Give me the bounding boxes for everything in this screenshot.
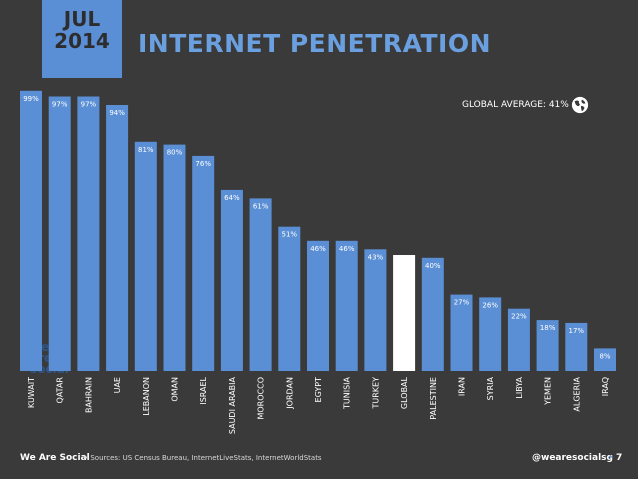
bar-syria	[479, 297, 502, 371]
bar-yemen	[536, 320, 559, 371]
category-label: SYRIA	[486, 376, 495, 400]
category-label: ALGERIA	[572, 376, 581, 411]
category-label: OMAN	[171, 377, 180, 402]
globe-icon	[571, 96, 589, 114]
value-label: 51%	[282, 231, 298, 239]
footer-separator: •	[608, 453, 614, 463]
category-label: TURKEY	[371, 377, 380, 410]
value-label: 61%	[253, 202, 269, 210]
category-label: YEMEN	[544, 377, 553, 406]
value-label: 80%	[167, 149, 183, 157]
value-label: 97%	[52, 101, 68, 109]
bar-libya	[507, 308, 530, 371]
category-label: LIBYA	[515, 376, 524, 398]
value-label: 17%	[569, 327, 585, 335]
category-label: QATAR	[56, 377, 65, 404]
global-average-note: GLOBAL AVERAGE: 41%	[462, 100, 569, 110]
bar-egypt	[307, 240, 329, 371]
bar-tunisia	[335, 240, 358, 371]
value-label: 43%	[368, 253, 384, 261]
value-label: 99%	[23, 95, 39, 103]
bar-morocco	[249, 198, 272, 371]
date-badge: JUL 2014	[42, 0, 122, 78]
bar-algeria	[565, 322, 588, 371]
category-label: BAHRAIN	[84, 377, 93, 413]
bar-jordan	[278, 226, 301, 371]
category-label: MOROCCO	[257, 377, 266, 420]
page-number: 7	[616, 453, 623, 463]
value-label: 41%	[396, 259, 412, 267]
value-label: 76%	[195, 160, 211, 168]
value-label: 64%	[224, 194, 240, 202]
date-month: JUL	[63, 7, 101, 31]
bar-israel	[192, 155, 215, 371]
value-label: 46%	[310, 245, 326, 253]
bar-oman	[163, 144, 186, 371]
value-label: 8%	[599, 352, 610, 360]
bar-bahrain	[77, 96, 100, 371]
category-label: UAE	[113, 377, 122, 393]
bar-palestine	[421, 257, 444, 371]
bar-lebanon	[134, 141, 157, 371]
footer-handle[interactable]: @wearesocialsg	[532, 453, 613, 463]
bar-saudi-arabia	[220, 189, 243, 371]
category-label: TUNISIA	[343, 376, 352, 410]
bar-kuwait	[20, 90, 42, 372]
footer-brand: We Are Social	[20, 453, 90, 463]
value-label: 27%	[454, 299, 470, 307]
category-label: IRAQ	[601, 377, 610, 396]
category-label: SAUDI ARABIA	[228, 376, 237, 434]
bar-global	[393, 255, 416, 371]
value-label: 18%	[540, 324, 556, 332]
value-label: 97%	[81, 101, 97, 109]
footer: We Are Social • Sources: US Census Burea…	[0, 447, 638, 469]
category-label: LEBANON	[142, 377, 151, 416]
category-label: IRAN	[458, 377, 467, 396]
category-label: KUWAIT	[27, 377, 36, 408]
value-label: 40%	[425, 262, 441, 270]
bar-uae	[106, 105, 129, 371]
category-label: EGYPT	[314, 377, 323, 403]
bar-iraq	[594, 348, 616, 371]
category-label: ISRAEL	[199, 376, 208, 404]
footer-sources: • Sources: US Census Bureau, InternetLiv…	[84, 454, 322, 462]
value-label: 94%	[109, 109, 125, 117]
category-label: PALESTINE	[429, 377, 438, 420]
value-label: 22%	[511, 313, 527, 321]
value-label: 46%	[339, 245, 355, 253]
bar-qatar	[48, 96, 71, 371]
value-label: 81%	[138, 146, 154, 154]
page-title: INTERNET PENETRATION	[138, 29, 492, 58]
bar-turkey	[364, 249, 387, 371]
category-label: JORDAN	[285, 377, 294, 410]
category-label: GLOBAL	[400, 376, 409, 409]
value-label: 26%	[482, 301, 498, 309]
bar-iran	[450, 294, 473, 371]
date-year: 2014	[54, 29, 110, 53]
